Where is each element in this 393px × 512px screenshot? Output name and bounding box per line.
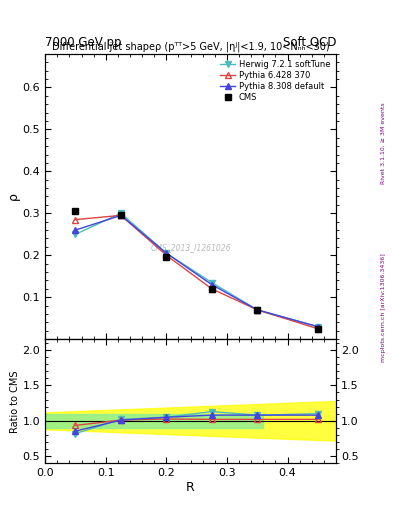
- Line: Pythia 8.308 default: Pythia 8.308 default: [73, 212, 321, 329]
- Pythia 6.428 370: [255, 307, 260, 313]
- Text: mcplots.cern.ch [arXiv:1306.3436]: mcplots.cern.ch [arXiv:1306.3436]: [381, 253, 386, 361]
- Herwig 7.2.1 softTune: [255, 307, 260, 313]
- Pythia 6.428 370: [316, 326, 320, 332]
- Pythia 6.428 370: [119, 212, 123, 219]
- Legend: Herwig 7.2.1 softTune, Pythia 6.428 370, Pythia 8.308 default, CMS: Herwig 7.2.1 softTune, Pythia 6.428 370,…: [219, 58, 332, 103]
- Text: 7000 GeV pp: 7000 GeV pp: [45, 36, 122, 49]
- Herwig 7.2.1 softTune: [164, 250, 169, 256]
- Herwig 7.2.1 softTune: [209, 280, 214, 286]
- Herwig 7.2.1 softTune: [316, 324, 320, 330]
- Pythia 8.308 default: [73, 227, 78, 233]
- CMS: [164, 254, 169, 261]
- X-axis label: R: R: [186, 481, 195, 494]
- CMS: [255, 307, 260, 313]
- Y-axis label: Ratio to CMS: Ratio to CMS: [10, 370, 20, 433]
- Text: CMS_2013_I1261026: CMS_2013_I1261026: [151, 243, 231, 252]
- Herwig 7.2.1 softTune: [73, 231, 78, 238]
- CMS: [119, 212, 123, 219]
- Title: Differential jet shapeρ (pᵀᵀ>5 GeV, |ηʲ|<1.9, 10<Nₙₕ<30): Differential jet shapeρ (pᵀᵀ>5 GeV, |ηʲ|…: [52, 41, 329, 52]
- CMS: [73, 208, 78, 214]
- CMS: [209, 286, 214, 292]
- Pythia 6.428 370: [73, 217, 78, 223]
- Y-axis label: ρ: ρ: [7, 193, 20, 200]
- Herwig 7.2.1 softTune: [119, 210, 123, 217]
- Line: CMS: CMS: [73, 208, 321, 332]
- Pythia 6.428 370: [209, 286, 214, 292]
- Line: Herwig 7.2.1 softTune: Herwig 7.2.1 softTune: [73, 210, 321, 329]
- Pythia 6.428 370: [164, 252, 169, 259]
- Text: Soft QCD: Soft QCD: [283, 36, 336, 49]
- Pythia 8.308 default: [119, 212, 123, 219]
- Text: Rivet 3.1.10, ≥ 3M events: Rivet 3.1.10, ≥ 3M events: [381, 102, 386, 184]
- Pythia 8.308 default: [164, 250, 169, 256]
- Line: Pythia 6.428 370: Pythia 6.428 370: [73, 212, 321, 332]
- CMS: [316, 326, 320, 332]
- Pythia 8.308 default: [255, 307, 260, 313]
- Pythia 8.308 default: [209, 282, 214, 288]
- Pythia 8.308 default: [316, 324, 320, 330]
